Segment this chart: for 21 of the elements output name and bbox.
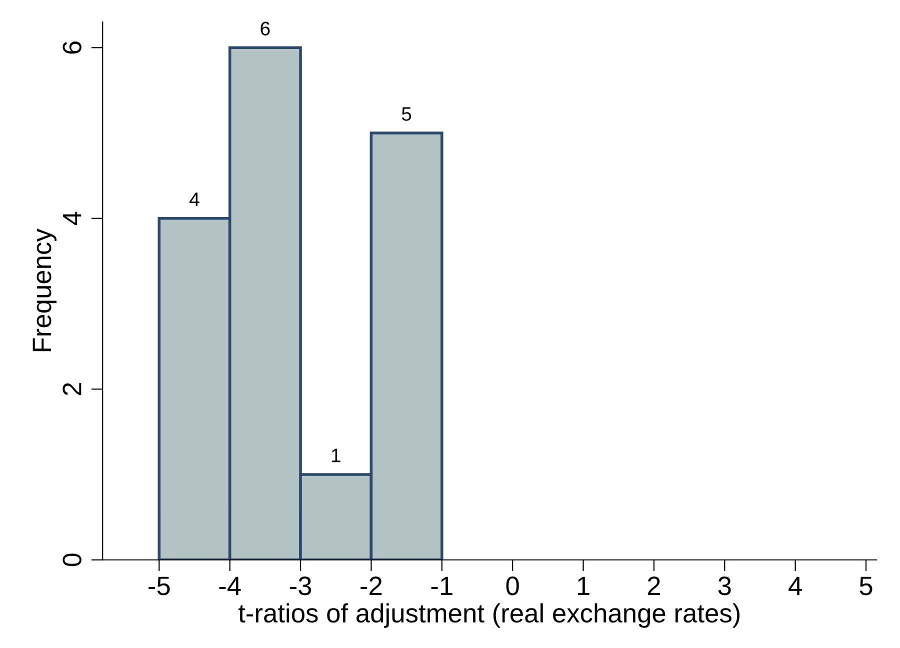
- x-tick-label: -3: [290, 576, 312, 596]
- data-label: 1: [332, 448, 340, 462]
- x-tick-label: -5: [148, 576, 170, 596]
- y-axis-title: Frequency: [32, 228, 56, 352]
- y-tick-label: 4: [62, 212, 82, 226]
- x-tick-label: -4: [219, 576, 241, 595]
- y-tick-label: 0: [62, 554, 82, 566]
- y-tick-label: 2: [62, 383, 82, 396]
- y-tick-label: 6: [62, 41, 82, 54]
- x-tick-label: 4: [788, 576, 802, 595]
- data-label: 5: [402, 107, 412, 121]
- x-tick-label: 1: [578, 576, 590, 595]
- data-label: 4: [190, 192, 200, 206]
- x-tick-label: 3: [718, 576, 731, 596]
- x-tick-label: -2: [360, 576, 382, 595]
- data-label: 6: [260, 22, 270, 36]
- x-tick-label: 2: [648, 576, 660, 595]
- x-tick-label: 0: [506, 576, 519, 596]
- x-tick-label: -1: [431, 576, 452, 595]
- x-axis-title: t-ratios of adjustment (real exchange rates): [238, 603, 740, 628]
- x-tick-label: 5: [860, 576, 872, 596]
